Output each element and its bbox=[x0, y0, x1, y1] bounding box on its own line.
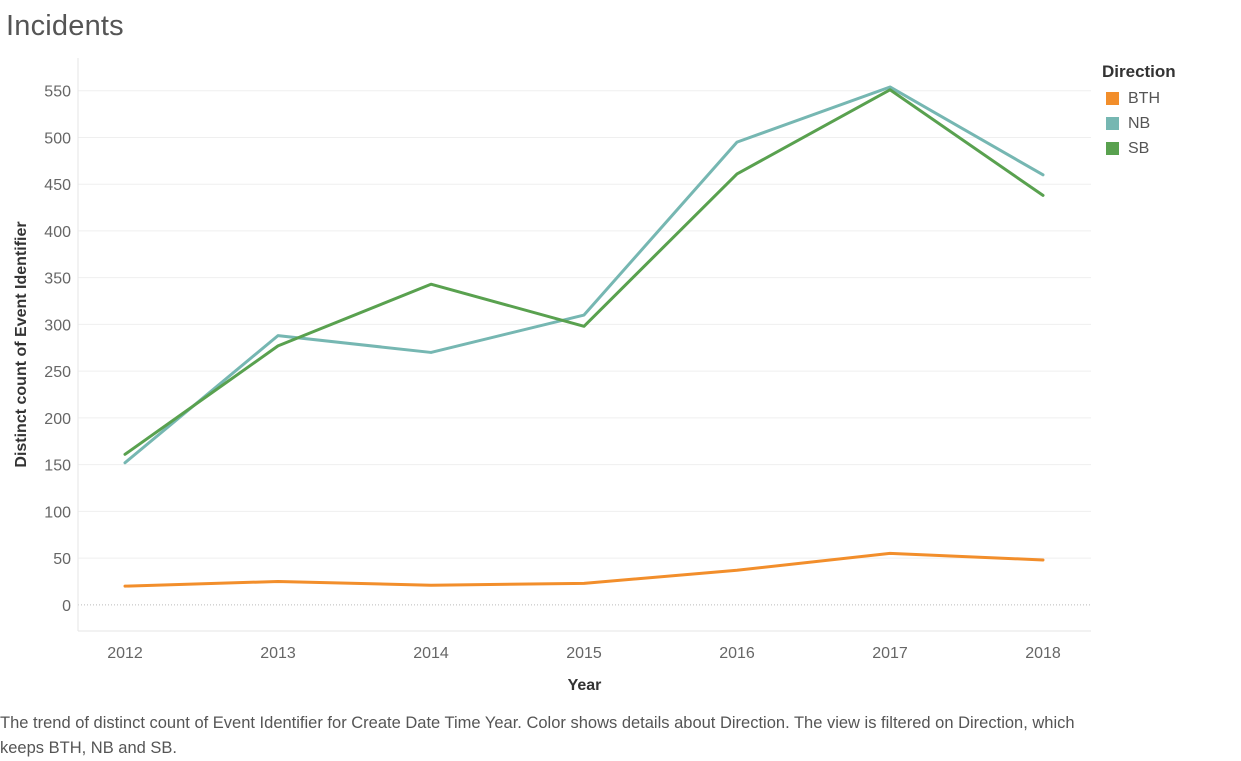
y-tick-label: 400 bbox=[44, 224, 71, 241]
line-chart: 0 50 100 150 200 250 300 350 400 450 500 550 2012 201… bbox=[13, 58, 1091, 694]
legend-label-nb: NB bbox=[1128, 114, 1151, 132]
y-tick-label: 100 bbox=[44, 504, 71, 521]
y-tick-label: 200 bbox=[44, 411, 71, 428]
y-tick-label: 350 bbox=[44, 271, 71, 288]
y-tick-label: 450 bbox=[44, 177, 71, 194]
legend-swatch-sb bbox=[1106, 142, 1119, 155]
legend-label-sb: SB bbox=[1128, 139, 1150, 157]
x-tick-label: 2012 bbox=[107, 645, 143, 662]
chart-title: Incidents bbox=[6, 10, 124, 42]
series-line-sb[interactable] bbox=[123, 88, 1045, 456]
y-axis-title: Distinct count of Event Identifier bbox=[13, 221, 30, 467]
legend-swatch-nb bbox=[1106, 117, 1119, 130]
x-tick-label: 2014 bbox=[413, 645, 449, 662]
gridlines bbox=[78, 90, 1091, 606]
series-line-bth[interactable] bbox=[123, 551, 1045, 588]
y-tick-label: 0 bbox=[62, 598, 71, 615]
legend-label-bth: BTH bbox=[1128, 89, 1160, 107]
y-tick-label: 550 bbox=[44, 84, 71, 101]
x-tick-label: 2015 bbox=[566, 645, 602, 662]
y-tick-label: 300 bbox=[44, 317, 71, 334]
legend-item-nb[interactable]: NB bbox=[1102, 111, 1176, 136]
legend: Direction BTH NB SB bbox=[1102, 62, 1176, 161]
x-tick-label: 2017 bbox=[872, 645, 908, 662]
legend-item-bth[interactable]: BTH bbox=[1102, 86, 1176, 111]
x-axis-title: Year bbox=[568, 677, 602, 694]
y-tick-label: 150 bbox=[44, 458, 71, 475]
x-tick-label: 2013 bbox=[260, 645, 296, 662]
y-tick-label: 250 bbox=[44, 364, 71, 381]
y-tick-label: 50 bbox=[53, 551, 71, 568]
y-tick-label: 500 bbox=[44, 130, 71, 147]
series-line-nb[interactable] bbox=[123, 85, 1045, 465]
legend-title: Direction bbox=[1102, 62, 1176, 81]
legend-item-sb[interactable]: SB bbox=[1102, 136, 1176, 161]
legend-swatch-bth bbox=[1106, 92, 1119, 105]
axes bbox=[77, 58, 1091, 632]
chart-caption: The trend of distinct count of Event Ide… bbox=[0, 714, 1075, 757]
series-lines bbox=[123, 85, 1045, 588]
x-tick-label: 2018 bbox=[1025, 645, 1061, 662]
x-tick-label: 2016 bbox=[719, 645, 755, 662]
tick-labels: 0 50 100 150 200 250 300 350 400 450 500 550 2012 201… bbox=[44, 84, 1061, 662]
